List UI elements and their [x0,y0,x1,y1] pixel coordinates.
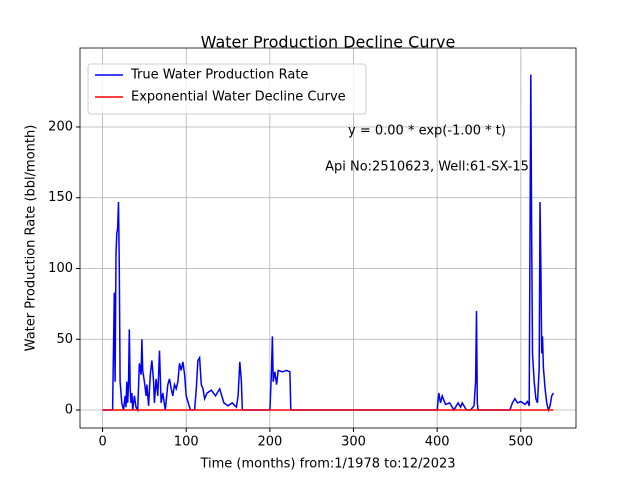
y-tick-label: 200 [48,119,73,134]
x-tick-label: 100 [174,435,199,450]
data-line [102,74,555,413]
x-tick-label: 400 [425,435,450,450]
x-tick-label: 500 [508,435,533,450]
y-tick-label: 0 [65,403,73,418]
x-tick-label: 300 [341,435,366,450]
legend-box [87,63,367,115]
y-axis-label: Water Production Rate (bbl/month) [24,125,39,352]
legend-label: Exponential Water Decline Curve [131,90,346,105]
y-tick-label: 50 [56,332,73,347]
x-tick-label: 200 [257,435,282,450]
chart-title: Water Production Decline Curve [201,33,456,52]
y-tick-label: 100 [48,261,73,276]
plot-frame [79,47,577,429]
x-tick-label: 0 [98,435,106,450]
annotation: Api No:2510623, Well:61-SX-15 [325,160,529,175]
annotation: y = 0.00 * exp(-1.00 * t) [348,124,506,139]
legend-label: True Water Production Rate [130,68,308,83]
y-tick-label: 150 [48,190,73,205]
x-axis-label: Time (months) from:1/1978 to:12/2023 [199,457,455,472]
